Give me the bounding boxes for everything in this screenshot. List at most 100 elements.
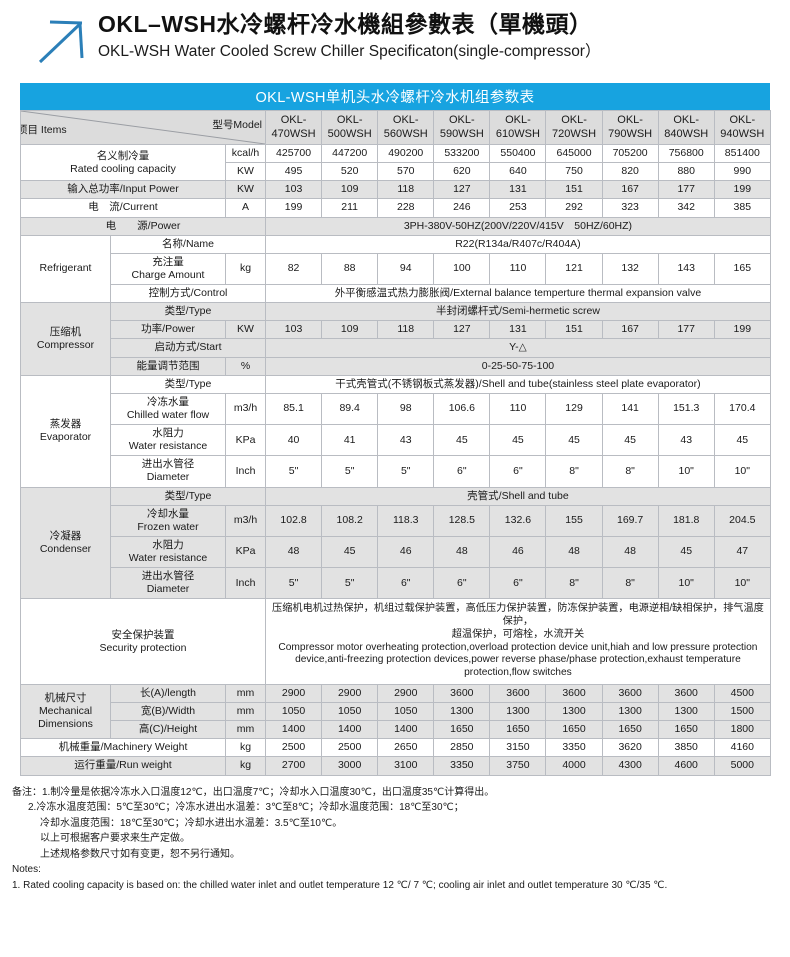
data-cell: 109	[321, 180, 379, 200]
label-en: Compressor	[36, 338, 95, 351]
data-cell: 100	[433, 252, 491, 286]
model-header-8: OKL- 940WSH	[713, 110, 771, 145]
data-cell: 10"	[657, 455, 715, 488]
condenser-resistance-label: 水阻力 Water resistance	[110, 535, 226, 569]
data-cell: 45	[433, 423, 491, 457]
model-prefix: OKL-	[392, 113, 419, 126]
data-cell: 1650	[433, 720, 491, 740]
data-cell: 167	[601, 320, 659, 340]
data-cell: 82	[265, 252, 323, 286]
refrigerant-group-label: Refrigerant	[20, 234, 111, 304]
row-compressor-type: 压缩机 Compressor 类型/Type 半封闭螺杆式/Semi-herme…	[20, 302, 771, 376]
data-cell: 103	[265, 320, 323, 340]
row-evaporator-diameter: 进出水管径 Diameter Inch 5" 5" 5" 6" 6" 8" 8"…	[21, 455, 771, 488]
refrigerant-charge-label: 充注量 Charge Amount	[110, 252, 226, 286]
data-cell: 1650	[601, 720, 659, 740]
compressor-type-value: 半封闭螺杆式/Semi-hermetic screw	[265, 302, 771, 322]
data-cell: 131	[489, 180, 547, 200]
model-label: 型号Model	[212, 119, 263, 131]
data-cell: 705200	[601, 143, 659, 164]
machinery-weight-label: 机械重量/Machinery Weight	[20, 738, 226, 758]
data-cell: 181.8	[657, 504, 715, 537]
label-cn: 蒸发器	[49, 417, 82, 430]
model-header-0: OKL- 470WSH	[265, 110, 323, 145]
evaporator-type-value: 干式壳管式(不锈钢板式蒸发器)/Shell and tube(stainless…	[265, 374, 771, 394]
model-suffix: 840WSH	[664, 127, 709, 140]
page-title-cn: OKL–WSH水冷螺杆冷水機組參數表（單機頭）	[98, 11, 593, 37]
row-compressor-start: 启动方式/Start Y-△	[21, 338, 771, 358]
label-cn: 进出水管径	[141, 570, 195, 583]
data-cell: 45	[657, 535, 715, 569]
label-cn: 水阻力	[152, 538, 184, 551]
evaporator-diameter-label: 进出水管径 Diameter	[110, 455, 226, 488]
label-en: Evaporator	[39, 431, 92, 444]
label-en1: Mechanical	[38, 705, 93, 717]
model-header-2: OKL- 560WSH	[377, 110, 435, 145]
note-line-4: 以上可根据客户要求来生产定做。	[40, 833, 190, 844]
data-cell: 132.6	[489, 504, 547, 537]
data-cell: 2500	[265, 738, 323, 758]
data-cell: 3150	[489, 738, 547, 758]
data-cell: 620	[433, 162, 491, 182]
row-dimension-width: 宽(B)/Width mm 1050 1050 1050 1300 1300 1…	[21, 701, 771, 722]
data-cell: 45	[713, 423, 771, 457]
unit-cell: m3/h	[224, 392, 267, 426]
row-evaporator-resistance: 水阻力 Water resistance KPa 40 41 43 45 45 …	[21, 423, 771, 457]
data-cell: 177	[657, 320, 715, 340]
note-line-5: 上述规格参数尺寸如有变更，恕不另行通知。	[40, 848, 240, 860]
label-cn: 充注量	[152, 255, 184, 268]
row-condenser-resistance: 水阻力 Water resistance KPa 48 45 46 48 46 …	[21, 535, 771, 569]
security-text-cn-1: 压缩机电机过热保护，机组过载保护装置，高低压力保护装置，防冻保护装置，电源逆相/…	[272, 603, 764, 628]
row-rated-cooling-kcal: 名义制冷量 Rated cooling capacity kcal/h 4257…	[20, 143, 771, 182]
data-cell: 228	[377, 198, 435, 218]
data-cell: 4500	[713, 683, 771, 704]
dimension-length-label: 长(A)/length	[110, 683, 226, 704]
security-text: 压缩机电机过热保护，机组过载保护装置，高低压力保护装置，防冻保护装置，电源逆相/…	[265, 598, 771, 685]
data-cell: 3620	[601, 738, 659, 758]
model-prefix: OKL-	[617, 113, 643, 126]
power-supply-label: 电 源/Power	[19, 216, 267, 236]
data-cell: 3750	[489, 756, 547, 776]
data-cell: 3600	[433, 683, 491, 704]
corner-header-cell: 项目 Items 型号Model	[19, 110, 267, 145]
data-cell: 110	[489, 252, 547, 286]
evaporator-type-label: 类型/Type	[109, 374, 267, 394]
row-condenser-flow: 冷却水量 Frozen water m3/h 102.8 108.2 118.3…	[21, 504, 771, 537]
label-en: Diameter	[146, 471, 190, 484]
note-line-1: 备注：1.制冷量是依据冷冻水入口温度12℃，出口温度7℃；冷却水入口温度30℃，…	[12, 786, 495, 798]
unit-cell: KW	[224, 320, 267, 340]
unit-cell: KPa	[224, 535, 267, 569]
data-cell: 1400	[377, 720, 435, 740]
data-cell: 199	[713, 180, 771, 200]
label-en: Charge Amount	[131, 268, 205, 281]
data-cell: 6"	[433, 455, 491, 488]
data-cell: 199	[265, 198, 323, 218]
data-cell: 253	[489, 198, 547, 218]
data-cell: 118	[377, 180, 435, 200]
unit-cell: kg	[224, 738, 267, 758]
label-cn: 压缩机	[49, 325, 82, 338]
data-cell: 645000	[545, 143, 603, 164]
row-refrigerant-charge: 充注量 Charge Amount kg 82 88 94 100 110 12…	[21, 252, 771, 286]
label-cn: 冷却水量	[147, 507, 189, 520]
data-cell: 132	[601, 252, 659, 286]
model-header-3: OKL- 590WSH	[433, 110, 491, 145]
data-cell: 1300	[545, 701, 603, 722]
refrigerant-name-label: 名称/Name	[109, 234, 267, 254]
unit-cell: A	[224, 198, 267, 218]
data-cell: 323	[601, 198, 659, 218]
data-cell: 1050	[377, 701, 435, 722]
table-header-row: 项目 Items 型号Model OKL- 470WSH OKL- 500WSH O…	[19, 110, 771, 145]
data-cell: 46	[377, 535, 435, 569]
data-cell: 246	[433, 198, 491, 218]
data-cell: 342	[657, 198, 715, 218]
data-cell: 3350	[545, 738, 603, 758]
data-cell: 103	[265, 180, 323, 200]
note-line-2: 2.冷冻水温度范围：5℃至30℃；冷冻水进出水温差：3℃至8℃；冷却水温度范围：…	[28, 802, 464, 813]
data-cell: 8"	[545, 567, 603, 600]
label-en: Frozen water	[137, 520, 199, 533]
label-cn: 冷冻水量	[147, 395, 189, 408]
data-cell: 8"	[545, 455, 603, 488]
data-cell: 5"	[265, 567, 323, 600]
